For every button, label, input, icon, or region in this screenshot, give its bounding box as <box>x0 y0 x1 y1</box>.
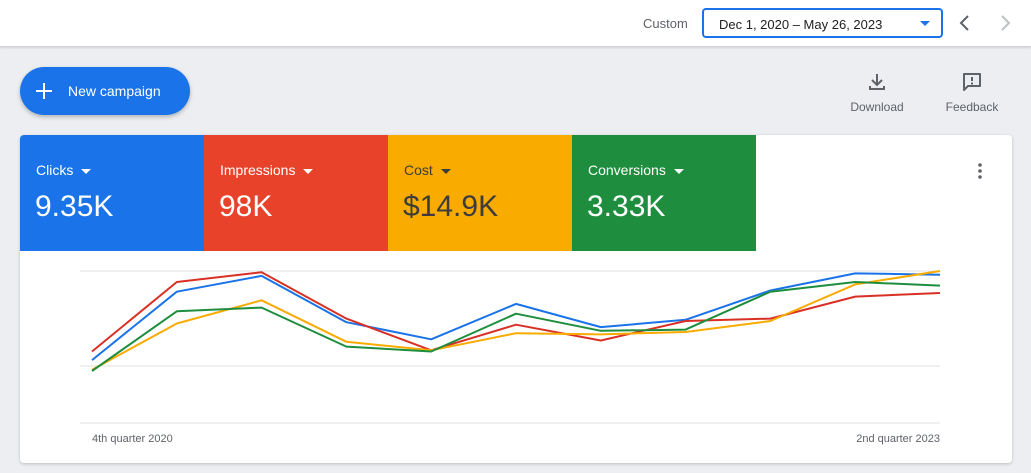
next-period-button[interactable] <box>993 11 1017 35</box>
dropdown-caret-icon <box>303 168 314 174</box>
metric-value: 9.35K <box>35 190 114 223</box>
date-range-type-label: Custom <box>643 16 688 31</box>
dropdown-caret-icon <box>440 168 451 174</box>
dropdown-caret-icon <box>81 168 92 174</box>
plus-icon <box>36 83 52 99</box>
date-range-value: Dec 1, 2020 – May 26, 2023 <box>719 17 883 32</box>
metric-value: 98K <box>219 190 273 223</box>
metric-label: Conversions <box>588 162 684 178</box>
feedback-button[interactable]: Feedback <box>937 70 1007 116</box>
series-line-cost <box>91 270 941 371</box>
dropdown-caret-icon <box>673 168 684 174</box>
x-tick-label: 4th quarter 2020 <box>92 433 173 445</box>
metric-impressions[interactable]: Impressions 98K <box>204 135 388 251</box>
new-campaign-button[interactable]: New campaign <box>20 67 190 115</box>
dropdown-caret-icon <box>920 21 930 26</box>
download-icon <box>869 74 885 90</box>
metric-conversions[interactable]: Conversions 3.33K <box>572 135 756 251</box>
previous-period-button[interactable] <box>953 11 977 35</box>
chevron-right-icon <box>1001 15 1011 31</box>
more-options-button[interactable] <box>970 161 990 181</box>
series-line-impressions <box>91 271 941 353</box>
date-range-select[interactable]: Dec 1, 2020 – May 26, 2023 <box>702 8 943 38</box>
metric-label: Cost <box>404 162 451 178</box>
more-vert-icon <box>978 163 982 179</box>
series-line-clicks <box>91 272 941 361</box>
feedback-icon <box>963 73 981 91</box>
metric-clicks[interactable]: Clicks 9.35K <box>20 135 204 251</box>
series-line-conversions <box>91 281 941 372</box>
download-button[interactable]: Download <box>842 70 912 116</box>
chevron-left-icon <box>959 15 969 31</box>
performance-card: Clicks 9.35K Impressions 98K Cost $14.9K… <box>20 135 1012 463</box>
download-label: Download <box>850 100 904 114</box>
metric-value: $14.9K <box>403 190 499 223</box>
metric-value: 3.33K <box>587 190 666 223</box>
performance-line-chart: 4th quarter 2020 2nd quarter 2023 <box>80 270 941 445</box>
new-campaign-label: New campaign <box>68 83 161 99</box>
top-bar: Custom Dec 1, 2020 – May 26, 2023 <box>0 0 1031 47</box>
feedback-label: Feedback <box>945 100 999 114</box>
x-tick-label: 2nd quarter 2023 <box>856 433 940 445</box>
metric-label: Impressions <box>220 162 314 178</box>
metric-label: Clicks <box>36 162 92 178</box>
metric-cost[interactable]: Cost $14.9K <box>388 135 572 251</box>
